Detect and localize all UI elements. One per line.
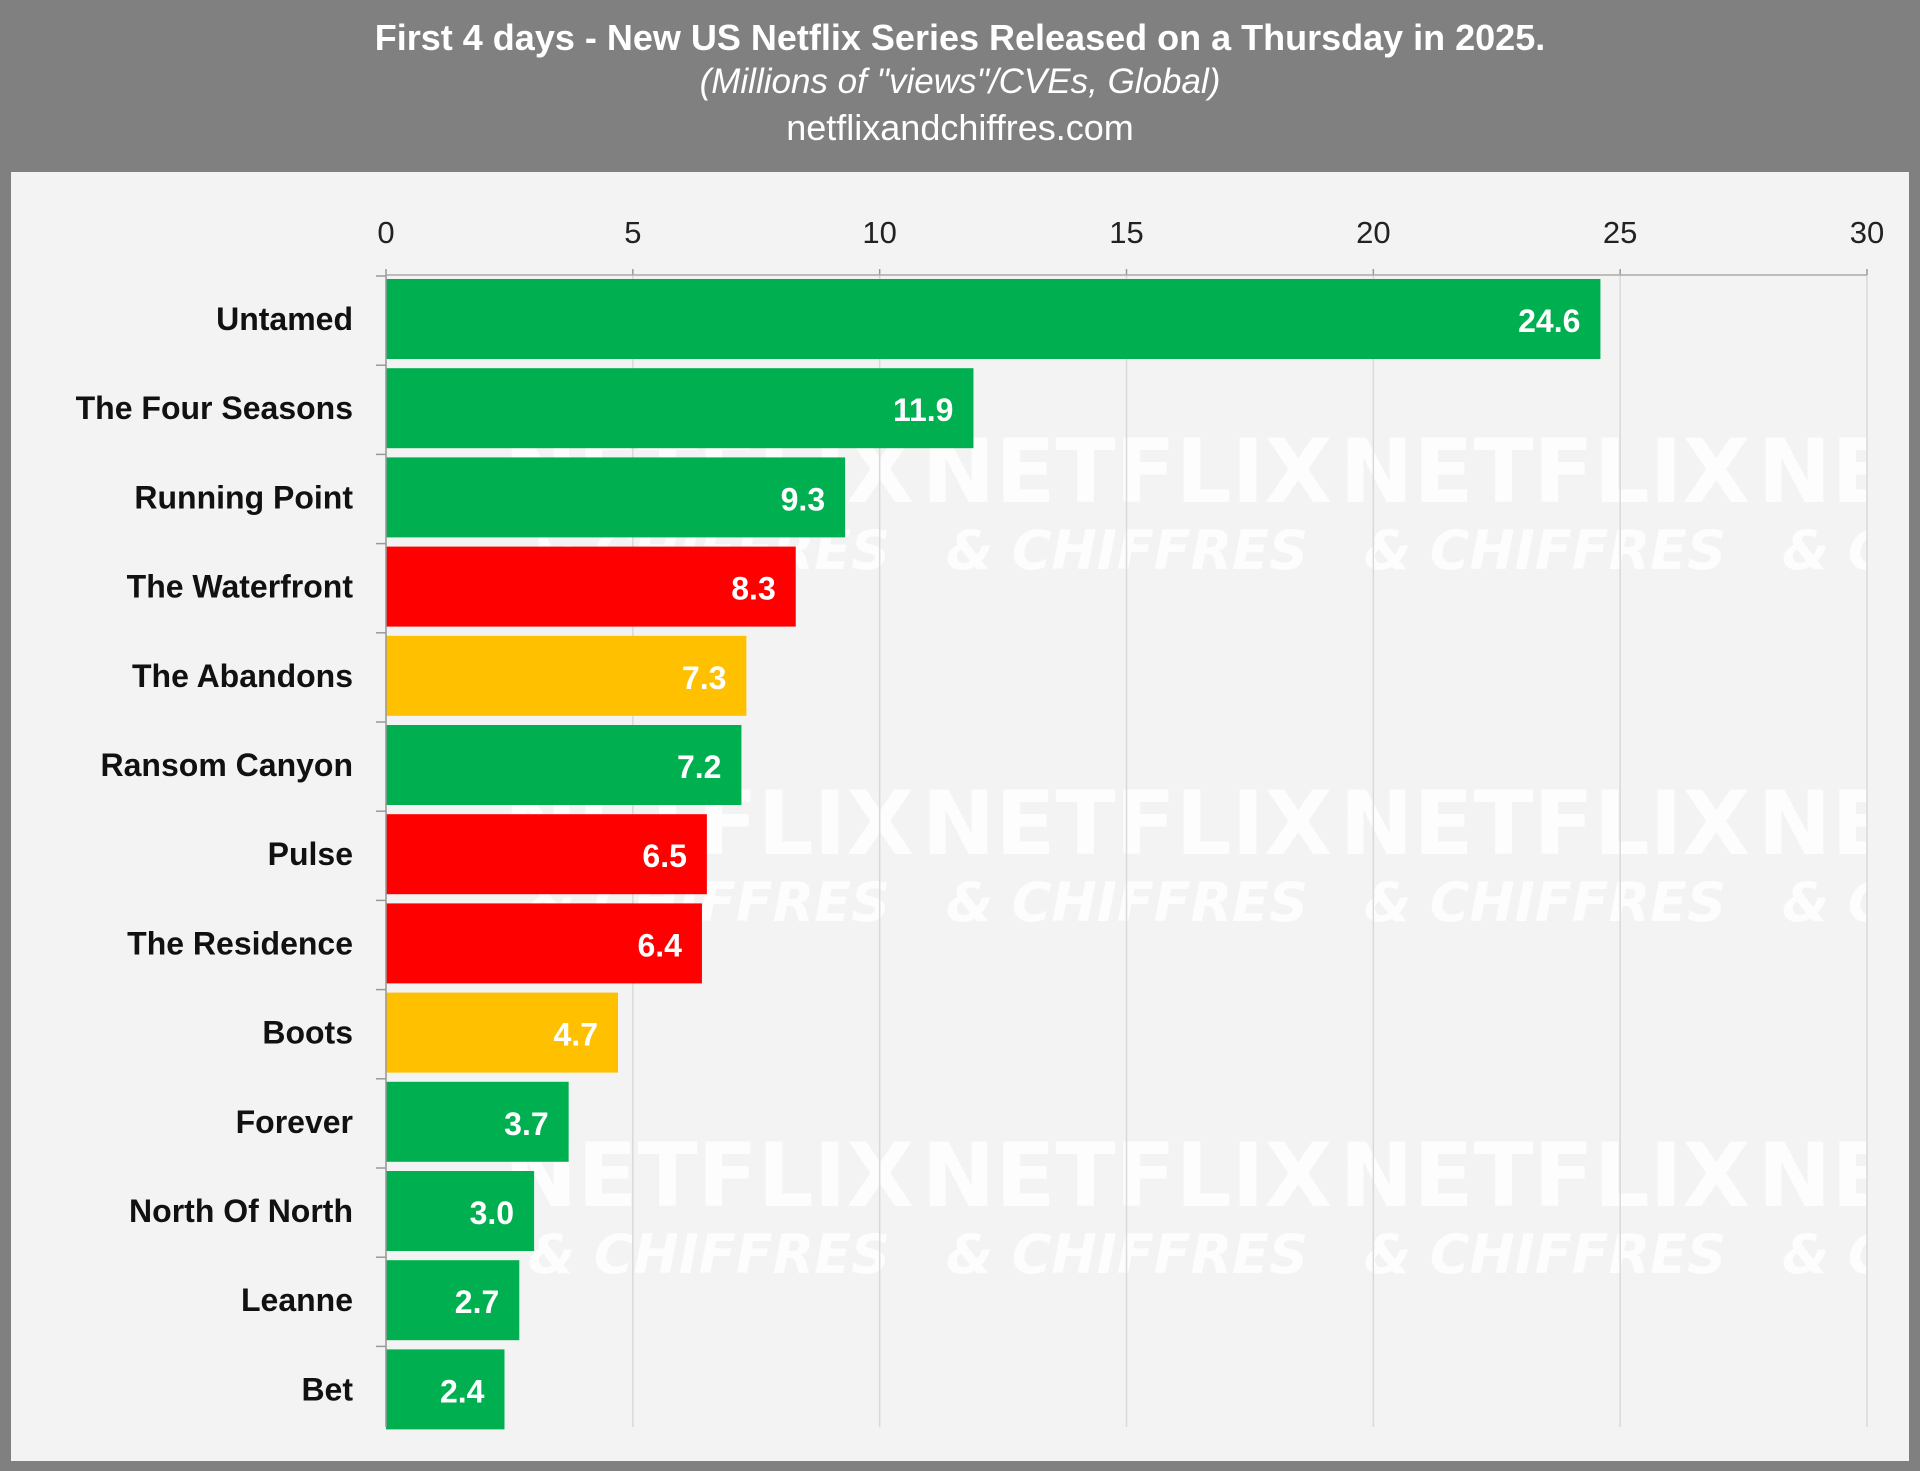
bars — [386, 279, 1601, 1430]
category-label: The Residence — [127, 925, 353, 961]
value-label: 7.3 — [682, 660, 726, 696]
watermark-chiffres-text: & CHIFFRES — [1364, 871, 1726, 934]
value-label: 9.3 — [781, 481, 825, 517]
value-label: 3.7 — [504, 1106, 548, 1142]
value-label: 11.9 — [893, 392, 954, 428]
x-tick-label: 10 — [862, 215, 896, 250]
value-label: 2.4 — [440, 1373, 485, 1409]
watermark-netflix-text: NETFLIX — [504, 1124, 915, 1227]
bar — [386, 1260, 520, 1341]
category-label: Running Point — [134, 479, 353, 515]
category-label: North Of North — [129, 1193, 353, 1229]
value-label: 3.0 — [470, 1195, 514, 1231]
category-label: Ransom Canyon — [101, 747, 353, 783]
bar — [386, 725, 742, 805]
value-label: 6.4 — [637, 927, 682, 963]
value-label: 24.6 — [1518, 303, 1580, 339]
category-label: Leanne — [241, 1282, 353, 1318]
watermark-chiffres-text: & CHIFFRES — [1782, 871, 1909, 934]
bar — [386, 903, 702, 984]
watermark-chiffres-text: & CHIFFRES — [1364, 519, 1726, 582]
value-labels: 24.6 11.9 9.3 8.3 7.3 7.2 6.5 6.4 4.7 3.7 3.0 2.7 2.… — [440, 303, 1580, 1409]
category-label: Untamed — [216, 301, 353, 337]
value-label: 4.7 — [554, 1017, 598, 1053]
value-label: 2.7 — [455, 1284, 499, 1320]
bar — [386, 1349, 505, 1430]
value-label: 7.2 — [677, 749, 721, 785]
watermark-chiffres-text: & CHIFFRES — [1782, 1223, 1909, 1286]
x-tick-label: 5 — [624, 215, 641, 250]
category-label: The Waterfront — [127, 569, 354, 605]
x-tick-label: 0 — [377, 215, 394, 250]
category-label: Boots — [262, 1015, 353, 1051]
watermark-netflix-text: NETFLIX — [1758, 420, 1909, 523]
bar — [386, 1171, 535, 1251]
y-axis: Untamed The Four Seasons Running Point The … — [76, 275, 387, 1427]
watermark-chiffres-text: & CHIFFRES — [1364, 1223, 1726, 1286]
chart-header: First 4 days - New US Netflix Series Rel… — [0, 0, 1920, 172]
x-tick-label: 25 — [1603, 215, 1637, 250]
watermark-netflix-text: NETFLIX — [1340, 1124, 1751, 1227]
category-label: The Four Seasons — [76, 390, 353, 426]
watermark-netflix-text: NETFLIX — [1758, 1124, 1909, 1227]
bar — [386, 1081, 569, 1162]
watermark-netflix-text: NETFLIX — [1340, 772, 1751, 875]
chart-source: netflixandchiffres.com — [786, 107, 1134, 148]
category-label: Pulse — [268, 836, 353, 872]
bar — [386, 546, 796, 627]
bar — [386, 635, 747, 716]
x-axis: 0 5 10 15 20 25 30 — [377, 215, 1884, 276]
bar — [386, 457, 846, 538]
x-tick-label: 15 — [1109, 215, 1143, 250]
watermark-chiffres-text: & CHIFFRES — [1782, 519, 1909, 582]
value-label: 8.3 — [731, 571, 775, 607]
category-label: Forever — [236, 1104, 353, 1140]
chart-subtitle: (Millions of "views"/CVEs, Global) — [699, 62, 1221, 101]
bar — [386, 992, 619, 1073]
value-label: 6.5 — [642, 838, 686, 874]
watermark-netflix-text: NETFLIX — [1758, 772, 1909, 875]
chart-title: First 4 days - New US Netflix Series Rel… — [374, 17, 1546, 58]
watermark-chiffres-text: & CHIFFRES — [528, 1223, 890, 1286]
x-tick-label: 20 — [1356, 215, 1390, 250]
bar — [386, 279, 1601, 359]
bar — [386, 368, 974, 449]
category-label: The Abandons — [132, 658, 353, 694]
x-tick-label: 30 — [1850, 215, 1884, 250]
watermark-netflix-text: NETFLIX — [1340, 420, 1751, 523]
category-label: Bet — [301, 1371, 353, 1407]
bar — [386, 814, 707, 895]
